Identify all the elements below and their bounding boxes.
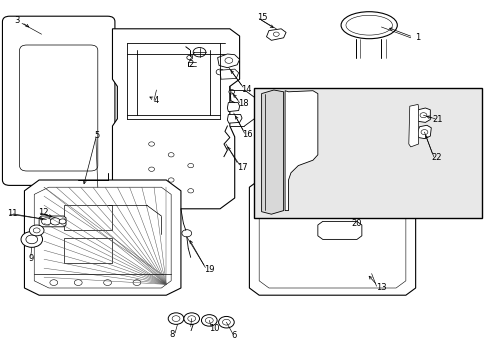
Circle shape	[168, 313, 183, 324]
Circle shape	[29, 225, 44, 236]
FancyBboxPatch shape	[2, 16, 115, 185]
Circle shape	[26, 235, 38, 244]
Text: 20: 20	[350, 219, 361, 228]
Circle shape	[133, 280, 141, 285]
Text: 7: 7	[188, 324, 193, 333]
Polygon shape	[24, 180, 181, 295]
Circle shape	[172, 316, 180, 321]
Circle shape	[218, 316, 234, 328]
Circle shape	[168, 178, 174, 182]
Text: 13: 13	[376, 283, 386, 292]
Polygon shape	[259, 187, 405, 288]
FancyBboxPatch shape	[20, 45, 98, 171]
Circle shape	[148, 167, 154, 171]
Text: 22: 22	[431, 153, 441, 162]
Text: 10: 10	[209, 324, 219, 333]
Circle shape	[187, 189, 193, 193]
Polygon shape	[317, 221, 361, 239]
Polygon shape	[112, 29, 239, 209]
Polygon shape	[408, 104, 418, 147]
Text: 12: 12	[38, 208, 48, 217]
Circle shape	[201, 315, 217, 326]
Circle shape	[74, 280, 82, 285]
Circle shape	[216, 69, 224, 75]
Polygon shape	[261, 90, 283, 214]
Text: 4: 4	[153, 96, 159, 105]
Text: 15: 15	[256, 13, 266, 22]
Circle shape	[59, 219, 66, 224]
Polygon shape	[39, 216, 66, 227]
Polygon shape	[285, 91, 317, 211]
Circle shape	[273, 32, 279, 36]
Circle shape	[33, 228, 40, 233]
Text: 5: 5	[95, 131, 100, 140]
Circle shape	[222, 319, 230, 325]
Polygon shape	[416, 108, 429, 122]
Circle shape	[187, 163, 193, 168]
Circle shape	[419, 113, 426, 118]
Bar	[63, 205, 112, 230]
Circle shape	[148, 142, 154, 146]
Text: 2: 2	[188, 60, 193, 69]
Text: 17: 17	[236, 163, 247, 171]
Circle shape	[183, 313, 199, 324]
Text: 14: 14	[241, 85, 251, 94]
Ellipse shape	[345, 15, 391, 35]
Circle shape	[186, 55, 192, 60]
Text: 11: 11	[7, 209, 18, 217]
Text: 21: 21	[432, 115, 442, 124]
Circle shape	[103, 280, 111, 285]
Circle shape	[187, 316, 195, 321]
Ellipse shape	[340, 12, 396, 39]
Circle shape	[224, 58, 232, 63]
Polygon shape	[249, 180, 415, 295]
Circle shape	[41, 218, 51, 225]
Circle shape	[228, 90, 234, 94]
Circle shape	[193, 48, 205, 57]
Polygon shape	[416, 125, 430, 139]
Text: 16: 16	[242, 130, 253, 139]
Circle shape	[205, 318, 213, 323]
Text: 9: 9	[28, 253, 34, 263]
Circle shape	[420, 130, 427, 135]
Polygon shape	[34, 187, 171, 288]
Circle shape	[182, 230, 191, 237]
Polygon shape	[217, 54, 239, 68]
Circle shape	[50, 280, 58, 285]
Polygon shape	[266, 29, 285, 40]
Polygon shape	[227, 103, 239, 112]
Circle shape	[50, 218, 60, 225]
Text: 1: 1	[414, 33, 419, 42]
Text: 19: 19	[203, 266, 214, 274]
Text: 3: 3	[15, 16, 20, 25]
Polygon shape	[220, 69, 238, 79]
Circle shape	[21, 231, 42, 247]
Text: 18: 18	[238, 99, 248, 108]
Polygon shape	[227, 114, 242, 123]
Circle shape	[168, 153, 174, 157]
Bar	[63, 238, 112, 263]
Bar	[254, 88, 481, 218]
Text: 6: 6	[231, 331, 236, 340]
Text: 8: 8	[169, 330, 175, 339]
